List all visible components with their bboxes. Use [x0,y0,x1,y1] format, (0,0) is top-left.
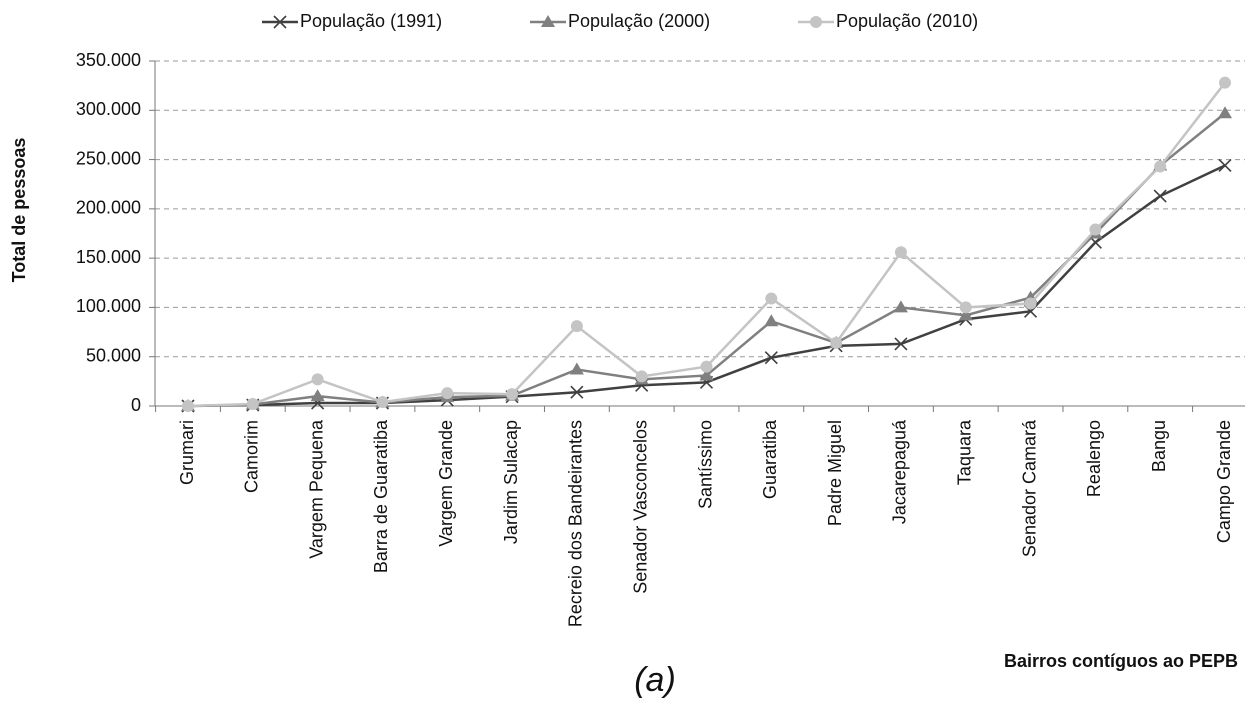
marker [1089,223,1102,236]
y-tick-label: 0 [131,395,141,415]
legend-label: População (2000) [568,11,710,31]
x-tick-label: Taquara [955,419,975,485]
marker [699,368,714,381]
marker [570,385,584,399]
marker [182,400,194,412]
x-tick-label: Realengo [1084,420,1104,497]
x-tick-label: Padre Miguel [825,420,845,526]
legend-label: População (2010) [836,11,978,31]
marker [541,15,555,27]
legend-label: População (1991) [300,11,442,31]
y-tick-label: 350.000 [76,50,141,70]
x-tick-label: Camorim [242,420,262,493]
marker [311,373,324,386]
y-tick-label: 250.000 [76,148,141,168]
marker [1218,158,1232,173]
x-tick-label: Barra de Guaratiba [371,419,391,573]
x-tick-label: Jardim Sulacap [501,420,521,544]
x-tick-label: Senador Vasconcelos [630,420,650,594]
marker [764,314,779,327]
x-tick-label: Jacarepaguá [890,419,910,524]
marker [894,337,908,351]
marker [810,16,822,28]
x-tick-label: Grumari [177,420,197,485]
marker [635,370,648,383]
series-line [187,81,1226,408]
marker [764,351,778,365]
marker [765,292,778,305]
marker [570,320,583,333]
y-tick-label: 100.000 [76,296,141,316]
x-tick-label: Recreio dos Bandeirantes [566,420,586,627]
marker [246,398,259,411]
x-tick-label: Guaratiba [760,419,780,499]
x-tick-label: Campo Grande [1214,420,1234,543]
x-tick-label: Santíssimo [695,420,715,509]
y-tick-label: 150.000 [76,247,141,267]
x-axis-label: Bairros contíguos ao PEPB [1004,651,1238,671]
x-tick-label: Vargem Pequena [306,419,326,559]
marker [894,246,907,259]
marker [1153,189,1167,203]
x-tick-label: Vargem Grande [436,420,456,547]
marker [1154,160,1167,173]
x-tick-label: Senador Camará [1019,419,1039,557]
y-tick-label: 300.000 [76,99,141,119]
marker [273,15,287,29]
marker [506,388,519,401]
marker [441,387,454,400]
marker [1218,106,1232,119]
y-tick-label: 200.000 [76,198,141,218]
marker [700,360,713,373]
marker [958,308,973,321]
marker [1024,297,1037,310]
marker [830,336,843,349]
caption: (a) [634,661,676,699]
marker [893,300,908,313]
marker [1219,76,1231,89]
marker [310,389,325,402]
y-tick-label: 50.000 [86,345,141,365]
y-axis-label: Total de pessoas [9,138,29,283]
x-tick-label: Bangu [1149,420,1169,472]
marker [569,362,584,375]
marker [959,301,972,314]
marker [376,396,389,409]
